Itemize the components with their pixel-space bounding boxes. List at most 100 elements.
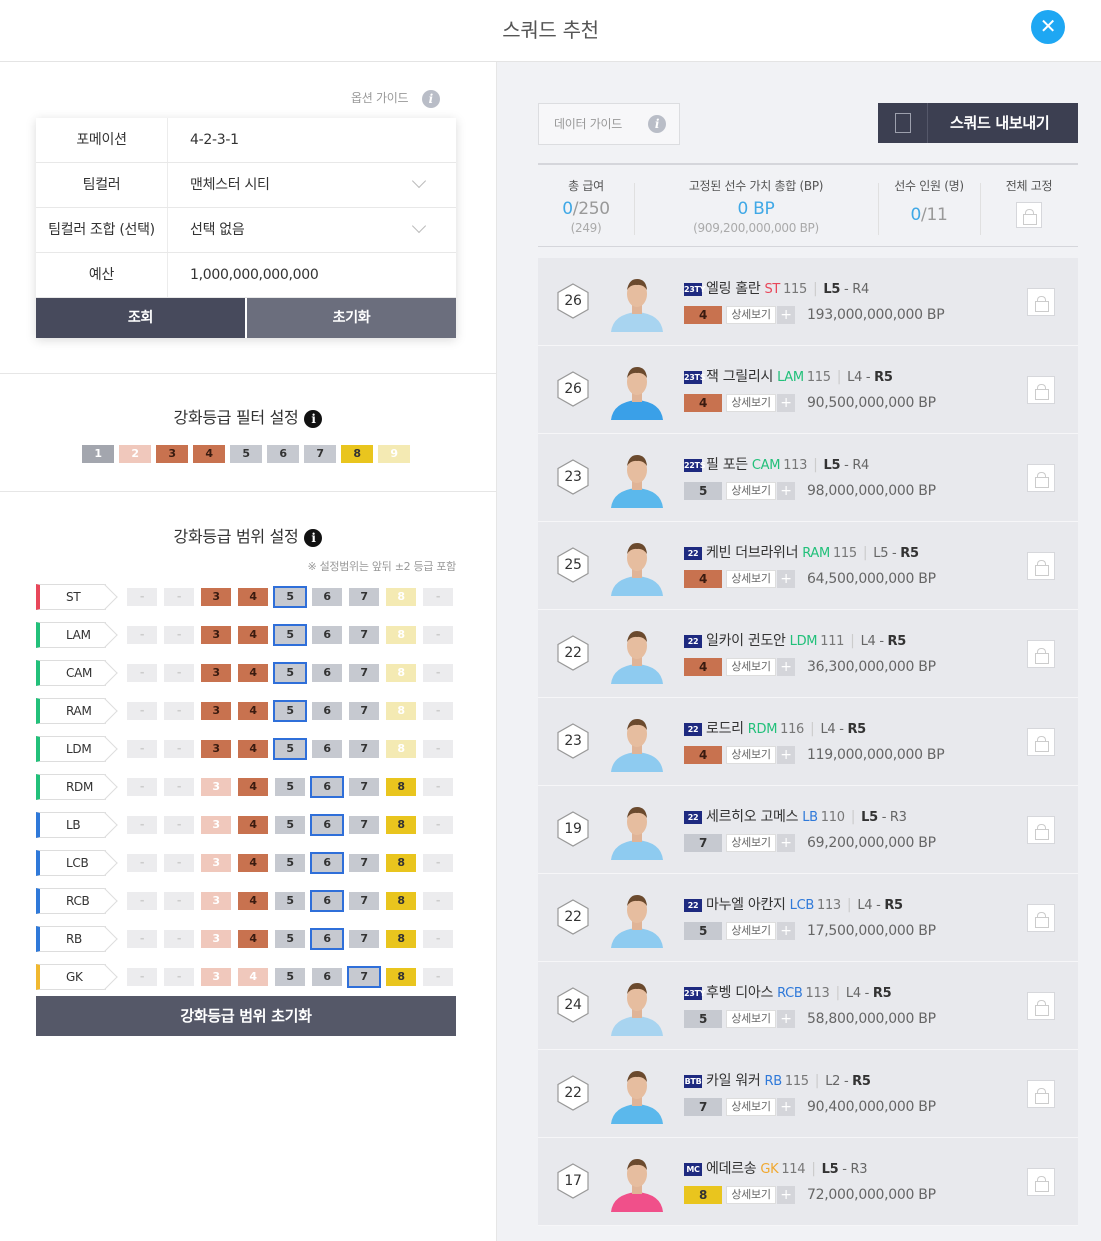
plus-icon[interactable]: +: [777, 482, 795, 500]
grade-range-cell[interactable]: 6: [310, 776, 344, 798]
grade-chip[interactable]: 7: [684, 834, 722, 852]
plus-icon[interactable]: +: [777, 834, 795, 852]
grade-range-cell[interactable]: 3: [201, 778, 231, 796]
grade-range-cell[interactable]: 7: [349, 588, 379, 606]
player-row[interactable]: 23 22 로드리 RDM 116 | L4 - R5 4 상세보기 +119,000,000,0…: [538, 698, 1078, 786]
grade-range-cell[interactable]: 3: [201, 892, 231, 910]
detail-button[interactable]: 상세보기: [726, 306, 776, 324]
grade-range-cell[interactable]: 4: [238, 664, 268, 682]
player-row[interactable]: 23 22TS필 포든 CAM 113 | L5 - R4 5 상세보기 +98,000,000…: [538, 434, 1078, 522]
info-icon[interactable]: i: [304, 528, 323, 547]
grade-chip[interactable]: 5: [684, 482, 722, 500]
grade-range-cell[interactable]: 6: [312, 740, 342, 758]
grade-range-cell[interactable]: 8: [386, 588, 416, 606]
range-reset-button[interactable]: 강화등급 범위 초기화: [36, 996, 456, 1036]
grade-range-cell[interactable]: 5: [275, 816, 305, 834]
grade-range-cell[interactable]: -: [164, 930, 194, 948]
player-row[interactable]: 22 BTB 카일 워커 RB 115 | L2 - R5 7 상세보기 +90,400,000,…: [538, 1050, 1078, 1138]
lock-icon[interactable]: [1027, 1080, 1055, 1108]
grade-range-cell[interactable]: 6: [312, 664, 342, 682]
grade-range-cell[interactable]: 6: [310, 852, 344, 874]
grade-range-cell[interactable]: 4: [238, 778, 268, 796]
grade-range-cell[interactable]: 8: [386, 740, 416, 758]
player-row[interactable]: 22 22 일카이 귄도안 LDM 111 | L4 - R5 4 상세보기 +36,300,00…: [538, 610, 1078, 698]
grade-range-cell[interactable]: 8: [386, 968, 416, 986]
grade-range-cell[interactable]: -: [127, 892, 157, 910]
grade-range-cell[interactable]: 3: [201, 968, 231, 986]
detail-button[interactable]: 상세보기: [726, 658, 776, 676]
detail-button[interactable]: 상세보기: [726, 922, 776, 940]
grade-range-cell[interactable]: -: [164, 892, 194, 910]
search-button[interactable]: 조회: [36, 298, 247, 338]
grade-range-cell[interactable]: 8: [386, 702, 416, 720]
detail-button[interactable]: 상세보기: [726, 1186, 776, 1204]
grade-range-cell[interactable]: -: [423, 816, 453, 834]
grade-range-cell[interactable]: 8: [386, 892, 416, 910]
plus-icon[interactable]: +: [777, 1010, 795, 1028]
lock-icon[interactable]: [1027, 552, 1055, 580]
grade-range-cell[interactable]: 5: [275, 930, 305, 948]
grade-range-cell[interactable]: -: [423, 588, 453, 606]
grade-range-cell[interactable]: -: [127, 702, 157, 720]
grade-range-cell[interactable]: 5: [273, 586, 307, 608]
grade-range-cell[interactable]: 7: [349, 626, 379, 644]
grade-range-cell[interactable]: 8: [386, 778, 416, 796]
grade-range-cell[interactable]: 8: [386, 816, 416, 834]
grade-range-cell[interactable]: -: [127, 664, 157, 682]
grade-range-cell[interactable]: -: [164, 816, 194, 834]
grade-range-cell[interactable]: 7: [349, 816, 379, 834]
grade-range-cell[interactable]: -: [423, 854, 453, 872]
info-icon[interactable]: i: [421, 89, 440, 108]
grade-range-cell[interactable]: 6: [312, 968, 342, 986]
detail-button[interactable]: 상세보기: [726, 394, 776, 412]
grade-range-cell[interactable]: 7: [349, 778, 379, 796]
grade-range-cell[interactable]: 3: [201, 588, 231, 606]
grade-range-cell[interactable]: 3: [201, 702, 231, 720]
detail-button[interactable]: 상세보기: [726, 1098, 776, 1116]
grade-range-cell[interactable]: -: [164, 740, 194, 758]
grade-range-cell[interactable]: 4: [238, 854, 268, 872]
plus-icon[interactable]: +: [777, 394, 795, 412]
grade-filter-chip[interactable]: 5: [230, 445, 262, 463]
grade-range-cell[interactable]: 5: [275, 892, 305, 910]
grade-range-cell[interactable]: 7: [349, 854, 379, 872]
grade-chip[interactable]: 4: [684, 658, 722, 676]
grade-filter-chip[interactable]: 4: [193, 445, 225, 463]
grade-range-cell[interactable]: -: [423, 930, 453, 948]
detail-button[interactable]: 상세보기: [726, 746, 776, 764]
form-field[interactable]: 4-2-3-1: [168, 118, 456, 162]
grade-filter-chip[interactable]: 3: [156, 445, 188, 463]
grade-chip[interactable]: 5: [684, 1010, 722, 1028]
grade-range-cell[interactable]: -: [127, 740, 157, 758]
grade-range-cell[interactable]: -: [127, 626, 157, 644]
grade-filter-chip[interactable]: 6: [267, 445, 299, 463]
reset-button[interactable]: 초기화: [247, 298, 456, 338]
form-field[interactable]: 1,000,000,000,000: [168, 253, 456, 297]
grade-range-cell[interactable]: 5: [273, 624, 307, 646]
detail-button[interactable]: 상세보기: [726, 570, 776, 588]
player-row[interactable]: 26 23TY엘링 홀란 ST 115 | L5 - R4 4 상세보기 +193,000,00…: [538, 258, 1078, 346]
grade-chip[interactable]: 4: [684, 570, 722, 588]
plus-icon[interactable]: +: [777, 922, 795, 940]
grade-range-cell[interactable]: -: [127, 588, 157, 606]
grade-range-cell[interactable]: 4: [238, 968, 268, 986]
plus-icon[interactable]: +: [777, 1186, 795, 1204]
grade-range-cell[interactable]: -: [423, 664, 453, 682]
grade-filter-chip[interactable]: 8: [341, 445, 373, 463]
grade-filter-chip[interactable]: 9: [378, 445, 410, 463]
grade-range-cell[interactable]: -: [164, 968, 194, 986]
info-icon[interactable]: i: [304, 409, 323, 428]
grade-range-cell[interactable]: 5: [273, 700, 307, 722]
grade-range-cell[interactable]: 8: [386, 626, 416, 644]
grade-range-cell[interactable]: -: [127, 968, 157, 986]
grade-range-cell[interactable]: -: [164, 778, 194, 796]
grade-range-cell[interactable]: 4: [238, 588, 268, 606]
grade-range-cell[interactable]: 8: [386, 664, 416, 682]
lock-icon[interactable]: [1027, 376, 1055, 404]
detail-button[interactable]: 상세보기: [726, 1010, 776, 1028]
grade-range-cell[interactable]: 7: [349, 892, 379, 910]
grade-chip[interactable]: 4: [684, 394, 722, 412]
grade-range-cell[interactable]: -: [127, 816, 157, 834]
player-row[interactable]: 19 22 세르히오 고메스 LB 110 | L5 - R3 7 상세보기 +69,200,00…: [538, 786, 1078, 874]
grade-filter-chip[interactable]: 7: [304, 445, 336, 463]
